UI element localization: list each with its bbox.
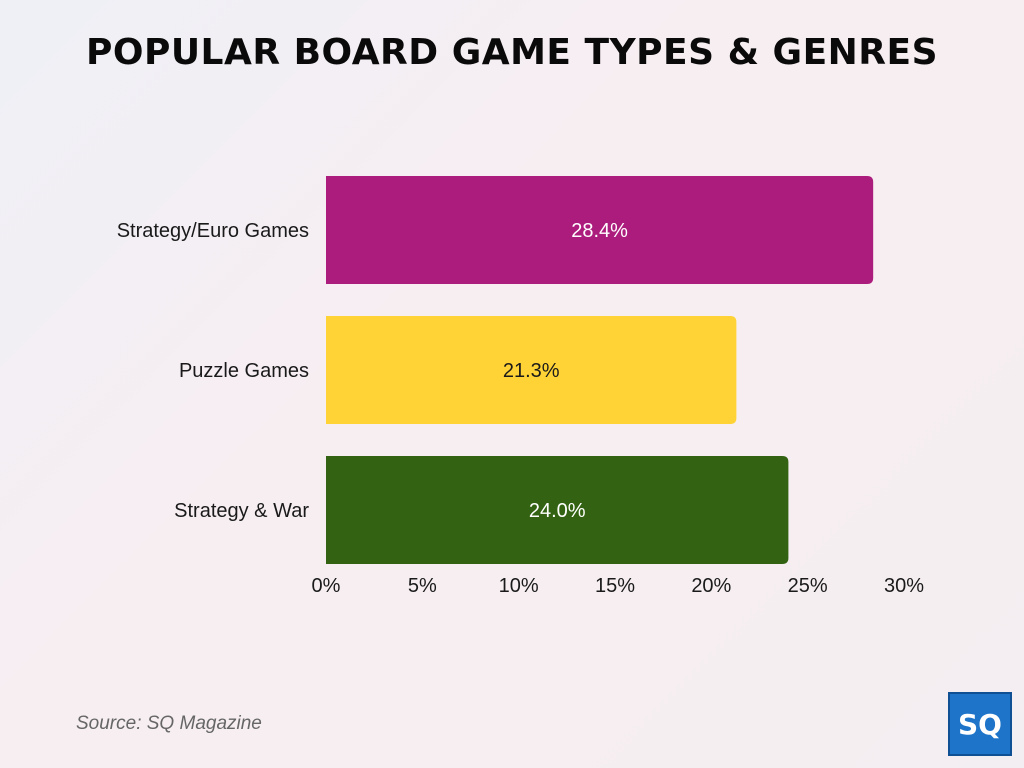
- category-label-2: Strategy & War: [174, 500, 309, 522]
- sq-logo-text: SQ: [958, 708, 1002, 741]
- category-labels: Strategy/Euro Games Puzzle Games Strategy …: [117, 220, 310, 522]
- bar-0: [326, 176, 874, 284]
- x-axis-ticks: 0% 5% 10% 15% 20% 25% 30%: [312, 575, 925, 597]
- bar-1: [326, 316, 737, 424]
- x-tick-label-1: 5%: [408, 575, 437, 597]
- x-tick-label-0: 0%: [312, 575, 341, 597]
- data-label-0: 28.4%: [571, 220, 628, 242]
- bars-layer: 28.4% 21.3% 24.0%: [326, 176, 874, 564]
- category-label-1: Puzzle Games: [179, 360, 309, 382]
- x-tick-label-4: 20%: [691, 575, 731, 597]
- x-tick-label-3: 15%: [595, 575, 635, 597]
- data-label-1: 21.3%: [503, 360, 560, 382]
- bar-2: [326, 456, 789, 564]
- sq-logo-mark: SQ: [958, 708, 1002, 741]
- data-label-2: 24.0%: [529, 500, 586, 522]
- source-note: Source: SQ Magazine: [76, 713, 262, 734]
- chart-title: POPULAR BOARD GAME TYPES & GENRES: [85, 32, 939, 73]
- x-tick-label-5: 25%: [788, 575, 828, 597]
- sq-logo: SQ: [948, 692, 1012, 756]
- category-label-0: Strategy/Euro Games: [117, 220, 309, 242]
- x-tick-label-2: 10%: [499, 575, 539, 597]
- bar-chart: 28.4% 21.3% 24.0% Strategy/Euro Games Puzzl…: [117, 176, 925, 597]
- x-tick-label-6: 30%: [884, 575, 924, 597]
